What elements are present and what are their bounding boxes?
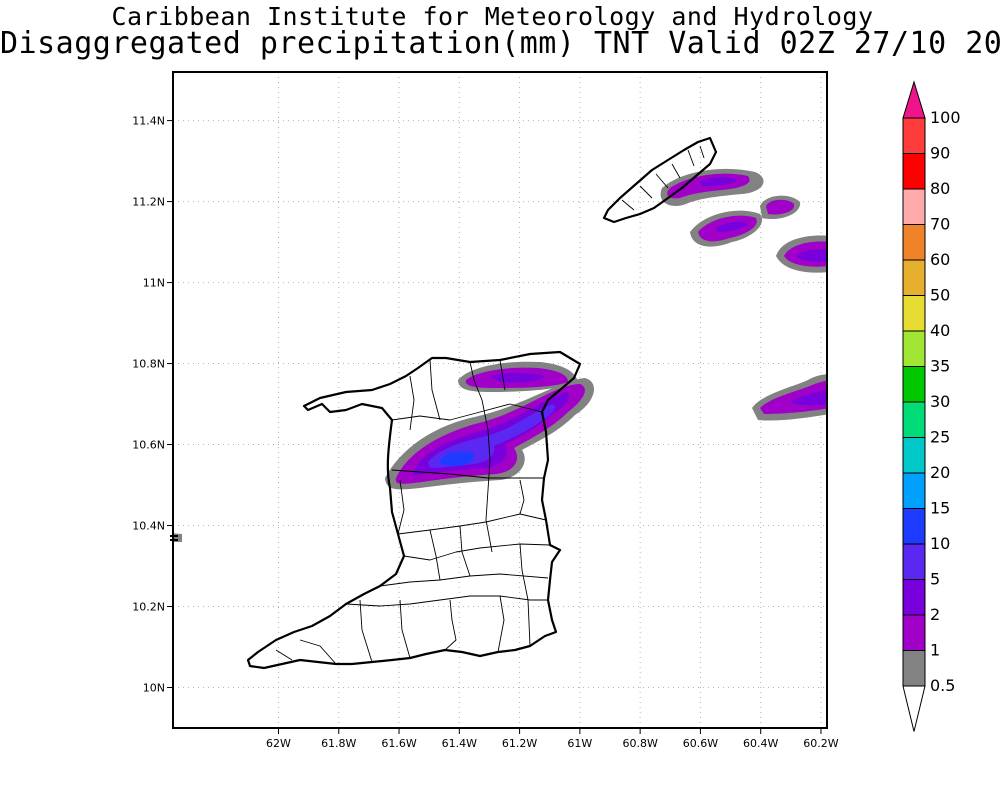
coastlines bbox=[170, 136, 718, 670]
boundary-lines bbox=[275, 359, 551, 665]
colorbar-swatch bbox=[902, 650, 926, 687]
x-tick-label: 60.4W bbox=[743, 737, 778, 750]
colorbar-label: 5 bbox=[930, 570, 940, 589]
plot-frame bbox=[172, 71, 828, 729]
colorbar-label: 70 bbox=[930, 215, 950, 234]
colorbar-swatch bbox=[902, 543, 926, 580]
y-tick-label: 10N bbox=[143, 682, 165, 695]
colorbar-swatch bbox=[902, 508, 926, 545]
colorbar-label: 0.5 bbox=[930, 676, 955, 695]
colorbar-swatch bbox=[902, 188, 926, 225]
colorbar-label: 50 bbox=[930, 286, 950, 305]
colorbar-swatch bbox=[902, 472, 926, 509]
colorbar-label: 25 bbox=[930, 428, 950, 447]
y-tick-label: 11.4N bbox=[132, 115, 165, 128]
colorbar-label: 30 bbox=[930, 392, 950, 411]
gridlines bbox=[173, 72, 827, 728]
x-tick-label: 60.8W bbox=[622, 737, 657, 750]
colorbar-swatch-under bbox=[902, 685, 926, 732]
tobago-coastline bbox=[602, 136, 718, 224]
y-tick-label: 10.2N bbox=[132, 601, 165, 614]
x-tick-label: 61.6W bbox=[381, 737, 416, 750]
precip-band-2mm bbox=[395, 173, 827, 484]
x-tick-label: 60.6W bbox=[683, 737, 718, 750]
colorbar-swatch bbox=[902, 153, 926, 190]
y-tick-label: 10.4N bbox=[132, 520, 165, 533]
chart-title: Caribbean Institute for Meteorology and … bbox=[111, 2, 874, 31]
precipitation-shading bbox=[173, 168, 827, 542]
colorbar-swatch bbox=[902, 330, 926, 367]
colorbar-label: 20 bbox=[930, 463, 950, 482]
colorbar-swatch bbox=[902, 259, 926, 296]
tobago-boundaries bbox=[621, 145, 705, 211]
precip-band-15mm bbox=[439, 451, 475, 466]
y-tick-label: 11.2N bbox=[132, 196, 165, 209]
colorbar-swatch bbox=[902, 579, 926, 616]
colorbar-label: 15 bbox=[930, 499, 950, 518]
colorbar-label: 60 bbox=[930, 250, 950, 269]
chart-subtitle: Disaggregated precipitation(mm) TNT Vali… bbox=[0, 26, 1000, 61]
x-tick-label: 61W bbox=[567, 737, 592, 750]
colorbar-label: 35 bbox=[930, 357, 950, 376]
colorbar-label: 10 bbox=[930, 534, 950, 553]
colorbar-label: 90 bbox=[930, 144, 950, 163]
colorbar-swatch-over bbox=[902, 80, 926, 119]
x-tick-label: 62W bbox=[266, 737, 291, 750]
colorbar-swatch bbox=[902, 401, 926, 438]
colorbar-label: 100 bbox=[930, 108, 961, 127]
colorbar-swatch bbox=[902, 295, 926, 332]
colorbar-swatch bbox=[902, 366, 926, 403]
colorbar-swatch bbox=[902, 117, 926, 154]
y-tick-label: 10.8N bbox=[132, 358, 165, 371]
colorbar-label: 1 bbox=[930, 641, 940, 660]
x-tick-label: 61.4W bbox=[442, 737, 477, 750]
x-tick-label: 61.2W bbox=[502, 737, 537, 750]
trinidad-coastline bbox=[246, 350, 582, 670]
colorbar-swatch bbox=[902, 614, 926, 651]
y-tick-label: 11N bbox=[143, 277, 165, 290]
y-tick-label: 10.6N bbox=[132, 439, 165, 452]
colorbar-swatch bbox=[902, 437, 926, 474]
colorbar-label: 80 bbox=[930, 179, 950, 198]
colorbar-label: 40 bbox=[930, 321, 950, 340]
x-tick-label: 61.8W bbox=[321, 737, 356, 750]
y-axis: 10N 10.2N 10.4N 10.6N 10.8N 11N 11.2N 11.4N bbox=[132, 115, 173, 695]
x-tick-label: 60.2W bbox=[803, 737, 838, 750]
x-axis: 62W 61.8W 61.6W 61.4W 61.2W 61W 60.8W 60.6W 60.4… bbox=[266, 728, 839, 750]
colorbar-swatch bbox=[902, 224, 926, 261]
colorbar-label: 2 bbox=[930, 605, 940, 624]
